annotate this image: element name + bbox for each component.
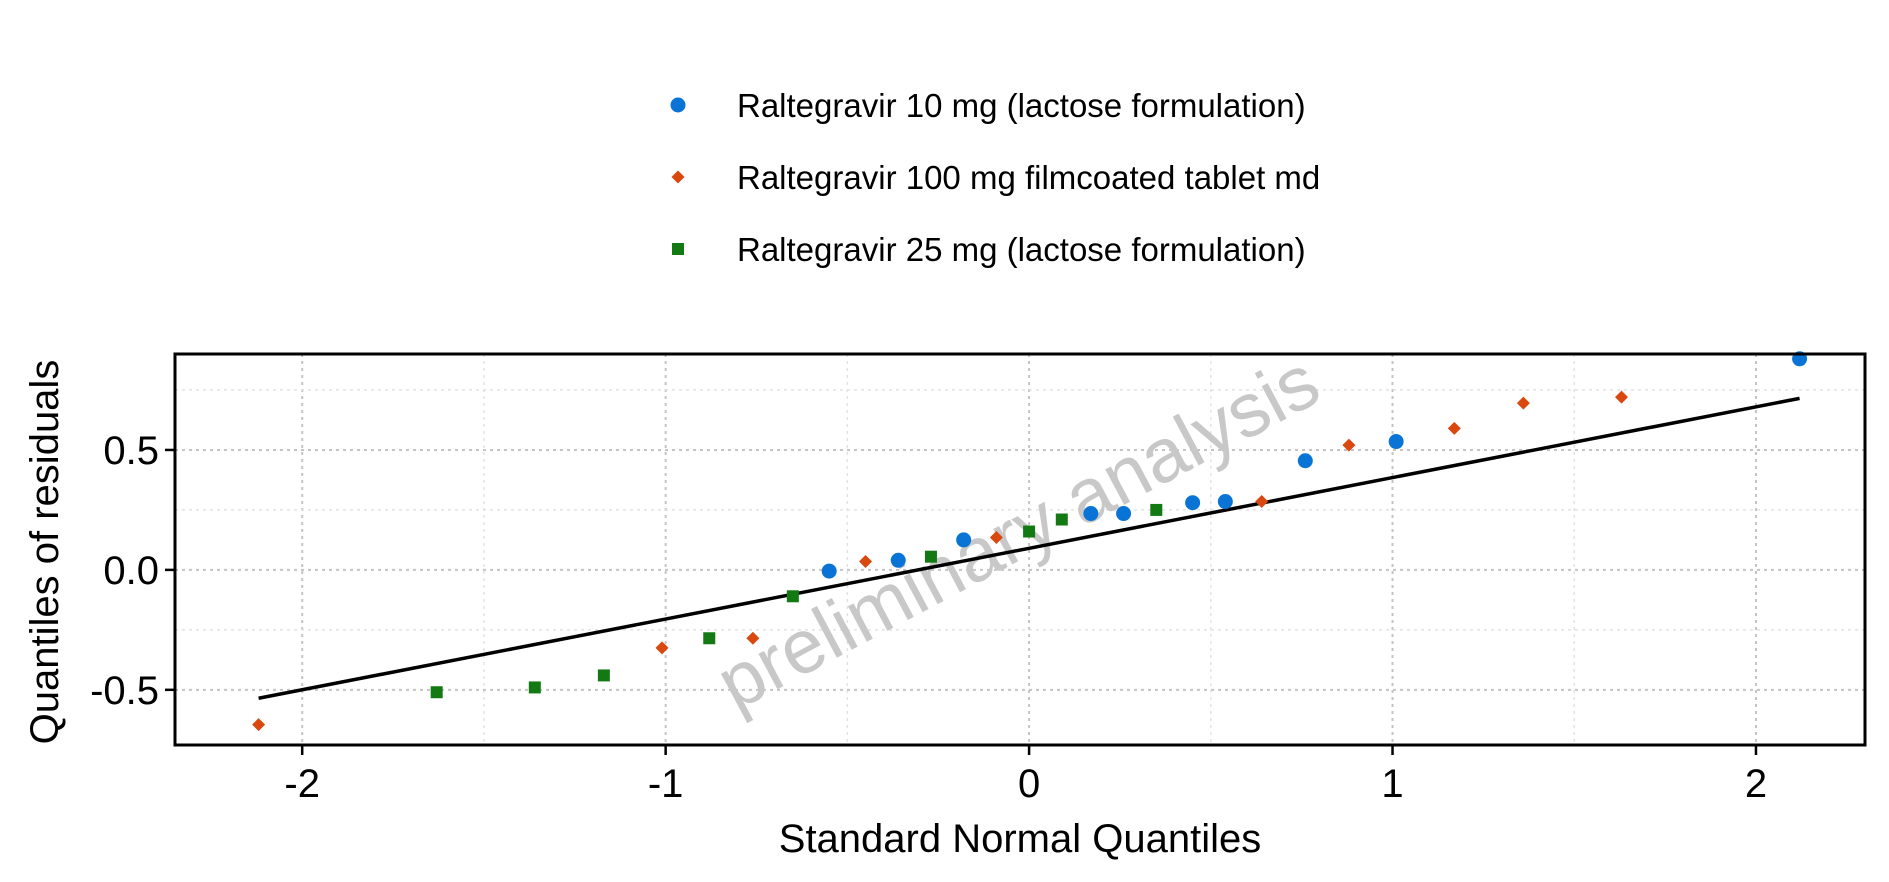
data-point-series-1 [1185, 495, 1201, 511]
data-point-series-1 [890, 552, 906, 568]
data-point-series-2 [1516, 396, 1530, 410]
y-tick-label: 0.5 [103, 429, 159, 473]
y-axis-title: Quantiles of residuals [23, 360, 67, 745]
x-axis-title: Standard Normal Quantiles [779, 817, 1261, 861]
data-point-series-2 [859, 554, 873, 568]
data-point-series-1 [1083, 506, 1099, 522]
data-point-series-2 [1614, 390, 1628, 404]
x-tick-label: -2 [284, 762, 320, 806]
legend-marker-series-1 [670, 97, 686, 113]
legend-marker-series-2 [671, 170, 685, 184]
data-point-series-3 [924, 550, 937, 563]
data-point-series-3 [1055, 513, 1068, 526]
data-point-series-3 [528, 681, 541, 694]
data-point-series-2 [655, 641, 669, 655]
y-tick-label: 0.0 [103, 549, 159, 593]
legend-label-series-1: Raltegravir 10 mg (lactose formulation) [737, 87, 1306, 124]
plot-frame [173, 352, 1867, 747]
data-point-series-2 [252, 718, 266, 732]
reference-line-group [258, 396, 1800, 700]
x-tick-label: -1 [648, 762, 684, 806]
data-point-series-2 [1447, 421, 1461, 435]
data-point-series-2 [989, 531, 1003, 545]
data-point-series-3 [430, 686, 443, 699]
data-point-series-1 [1217, 494, 1233, 510]
data-point-series-3 [786, 590, 799, 603]
data-point-series-2 [746, 631, 760, 645]
data-point-series-3 [703, 632, 716, 645]
x-axis-ticks: -2 -1 0 1 2 [284, 745, 1767, 806]
y-axis-ticks: -0.5 0.0 0.5 [90, 429, 175, 713]
legend-marker-series-3 [672, 243, 684, 255]
data-point-series-1 [1297, 453, 1313, 469]
x-tick-label: 0 [1018, 762, 1040, 806]
data-point-series-3 [1150, 503, 1163, 516]
watermark-text: preliminary analysis [703, 338, 1332, 726]
data-point-series-1 [821, 563, 837, 579]
data-point-series-2 [1342, 438, 1356, 452]
legend: Raltegravir 10 mg (lactose formulation) R… [670, 87, 1320, 268]
x-tick-label: 1 [1381, 762, 1403, 806]
data-point-series-1 [956, 532, 972, 548]
x-tick-label: 2 [1745, 762, 1767, 806]
data-point-series-3 [1023, 525, 1036, 538]
data-point-series-2 [1255, 495, 1269, 509]
legend-label-series-3: Raltegravir 25 mg (lactose formulation) [737, 231, 1306, 268]
data-point-series-1 [1388, 434, 1404, 450]
reference-line [258, 396, 1800, 700]
y-tick-label: -0.5 [90, 669, 159, 713]
legend-label-series-2: Raltegravir 100 mg filmcoated tablet md [737, 159, 1320, 196]
data-point-series-1 [1116, 506, 1132, 522]
grid-lines [175, 354, 1865, 745]
data-point-series-3 [597, 669, 610, 682]
